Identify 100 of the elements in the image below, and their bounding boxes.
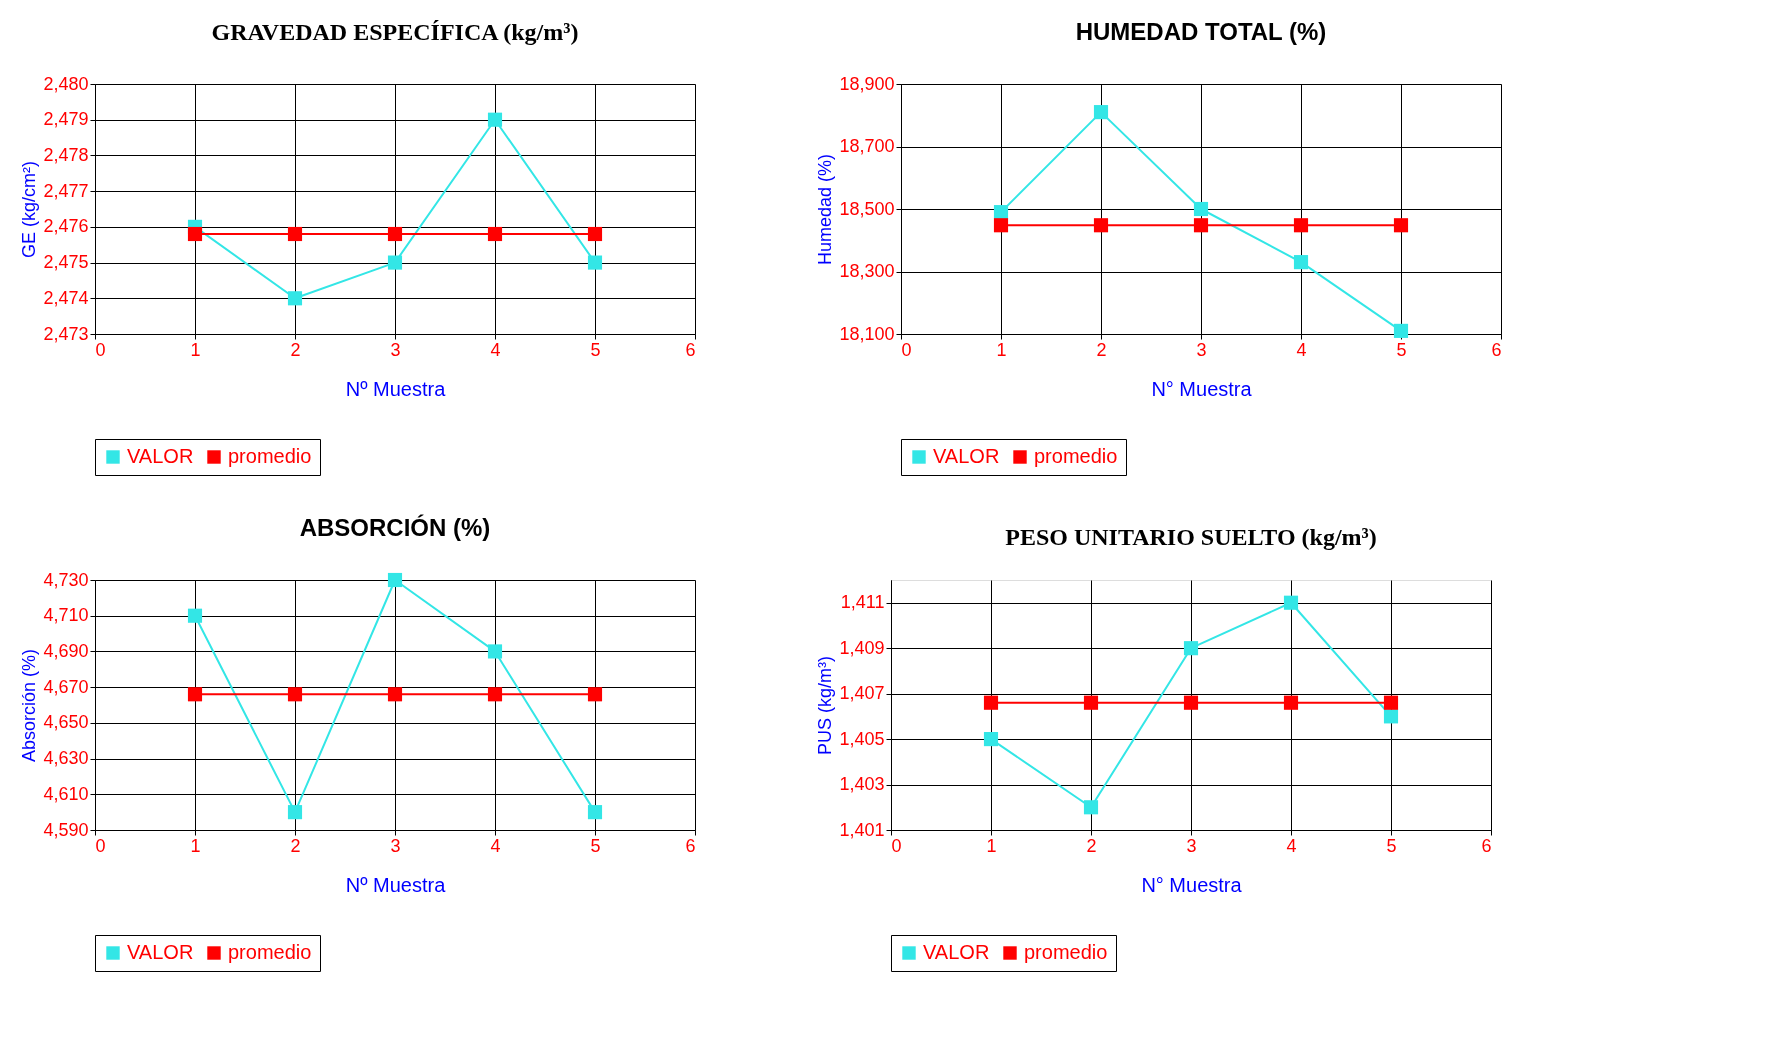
y-tick-label: 1,401 bbox=[839, 819, 885, 840]
x-tick-label: 4 bbox=[1296, 339, 1307, 360]
point bbox=[187, 608, 203, 623]
y-tick-label: 4,710 bbox=[43, 605, 89, 626]
x-tick-label: 3 bbox=[390, 835, 401, 856]
point bbox=[287, 687, 303, 702]
point bbox=[1383, 695, 1399, 710]
x-tick-label: 1 bbox=[190, 835, 201, 856]
y-tick-label: 1,407 bbox=[839, 683, 885, 704]
y-tick-label: 18,100 bbox=[839, 323, 895, 344]
point bbox=[587, 687, 603, 702]
x-tick-label: 1 bbox=[986, 835, 997, 856]
y-tick-label: 4,590 bbox=[43, 819, 89, 840]
x-tick-label: 0 bbox=[95, 835, 106, 856]
y-tick-label: 18,500 bbox=[839, 198, 895, 219]
y-tick-label: 2,480 bbox=[43, 73, 89, 94]
y-tick-label: 4,650 bbox=[43, 712, 89, 733]
chart-title: GRAVEDAD ESPECÍFICA (kg/m³) bbox=[211, 19, 579, 45]
x-tick-label: 0 bbox=[95, 339, 106, 360]
x-tick-label: 3 bbox=[1196, 339, 1207, 360]
point bbox=[1383, 709, 1399, 724]
y-tick-label: 4,630 bbox=[43, 748, 89, 769]
point bbox=[487, 687, 503, 702]
point bbox=[1393, 218, 1409, 233]
y-tick-label: 1,411 bbox=[840, 592, 885, 613]
legend-label: VALOR bbox=[933, 445, 1000, 467]
x-axis-title: Nº Muestra bbox=[345, 377, 447, 400]
chart-title: PESO UNITARIO SUELTO (kg/m³) bbox=[1005, 524, 1377, 550]
point bbox=[1293, 218, 1309, 233]
x-axis-title: N° Muestra bbox=[1151, 377, 1253, 400]
x-tick-label: 5 bbox=[1386, 835, 1397, 856]
legend-label: promedio bbox=[228, 445, 312, 467]
point bbox=[1283, 595, 1299, 610]
point bbox=[1083, 800, 1099, 815]
point bbox=[983, 695, 999, 710]
legend-label: VALOR bbox=[127, 941, 194, 963]
y-tick-label: 4,730 bbox=[43, 569, 89, 590]
point bbox=[587, 805, 603, 820]
point bbox=[387, 572, 403, 588]
point bbox=[287, 805, 303, 820]
legend-label: VALOR bbox=[127, 445, 194, 467]
y-tick-label: 2,476 bbox=[43, 216, 89, 237]
legend-label: promedio bbox=[1034, 445, 1118, 467]
point bbox=[1093, 218, 1109, 233]
point bbox=[1093, 105, 1109, 120]
x-tick-label: 0 bbox=[901, 339, 912, 360]
x-tick-label: 6 bbox=[1491, 339, 1502, 360]
x-tick-label: 5 bbox=[590, 339, 601, 360]
x-tick-label: 2 bbox=[290, 835, 301, 856]
point bbox=[1183, 695, 1199, 710]
y-tick-label: 18,700 bbox=[839, 136, 895, 156]
point bbox=[993, 218, 1009, 233]
x-tick-label: 2 bbox=[290, 339, 301, 360]
point bbox=[983, 732, 999, 747]
y-tick-label: 2,479 bbox=[43, 109, 89, 130]
point bbox=[1083, 695, 1099, 710]
x-tick-label: 1 bbox=[190, 339, 201, 360]
legend-label: promedio bbox=[1024, 941, 1108, 963]
x-tick-label: 4 bbox=[490, 339, 501, 360]
x-tick-label: 1 bbox=[996, 339, 1007, 360]
point bbox=[1293, 255, 1309, 270]
point bbox=[993, 205, 1009, 220]
point bbox=[1283, 695, 1299, 710]
y-tick-label: 4,670 bbox=[43, 676, 89, 697]
x-tick-label: 2 bbox=[1096, 339, 1107, 360]
y-tick-label: 2,474 bbox=[43, 287, 89, 308]
y-axis-title: Humedad (%) bbox=[815, 153, 836, 266]
point bbox=[387, 687, 403, 702]
x-tick-label: 6 bbox=[685, 339, 696, 360]
point bbox=[187, 687, 203, 702]
y-tick-label: 2,475 bbox=[43, 252, 89, 273]
y-tick-label: 2,473 bbox=[43, 323, 89, 344]
y-tick-label: 18,300 bbox=[839, 261, 895, 281]
x-tick-label: 6 bbox=[1481, 835, 1492, 856]
y-axis-title: PUS (kg/m³) bbox=[815, 656, 836, 755]
y-tick-label: 2,478 bbox=[43, 144, 89, 165]
y-axis-title: GE (kg/cm²) bbox=[19, 161, 40, 258]
y-axis-title: Absorción (%) bbox=[19, 648, 40, 763]
y-tick-label: 1,405 bbox=[839, 728, 885, 749]
chart-title: HUMEDAD TOTAL (%) bbox=[1075, 18, 1327, 45]
legend-label: VALOR bbox=[923, 941, 990, 963]
x-axis-title: N° Muestra bbox=[1141, 873, 1243, 896]
point bbox=[1393, 323, 1409, 338]
x-tick-label: 4 bbox=[1286, 835, 1297, 856]
legend-label: promedio bbox=[228, 941, 312, 963]
x-tick-label: 5 bbox=[1396, 339, 1407, 360]
x-tick-label: 4 bbox=[490, 835, 501, 856]
point bbox=[1193, 218, 1209, 233]
point bbox=[1193, 201, 1209, 217]
x-tick-label: 2 bbox=[1086, 835, 1097, 856]
y-tick-label: 4,610 bbox=[43, 783, 89, 804]
point bbox=[1183, 641, 1199, 656]
y-tick-label: 1,403 bbox=[839, 774, 885, 795]
x-tick-label: 6 bbox=[685, 835, 696, 856]
chart-title: ABSORCIÓN (%) bbox=[299, 514, 491, 541]
y-tick-label: 18,900 bbox=[839, 73, 895, 94]
x-tick-label: 3 bbox=[1186, 835, 1197, 856]
y-tick-label: 4,690 bbox=[43, 640, 89, 661]
x-axis-title: Nº Muestra bbox=[345, 873, 447, 896]
x-tick-label: 5 bbox=[590, 835, 601, 856]
